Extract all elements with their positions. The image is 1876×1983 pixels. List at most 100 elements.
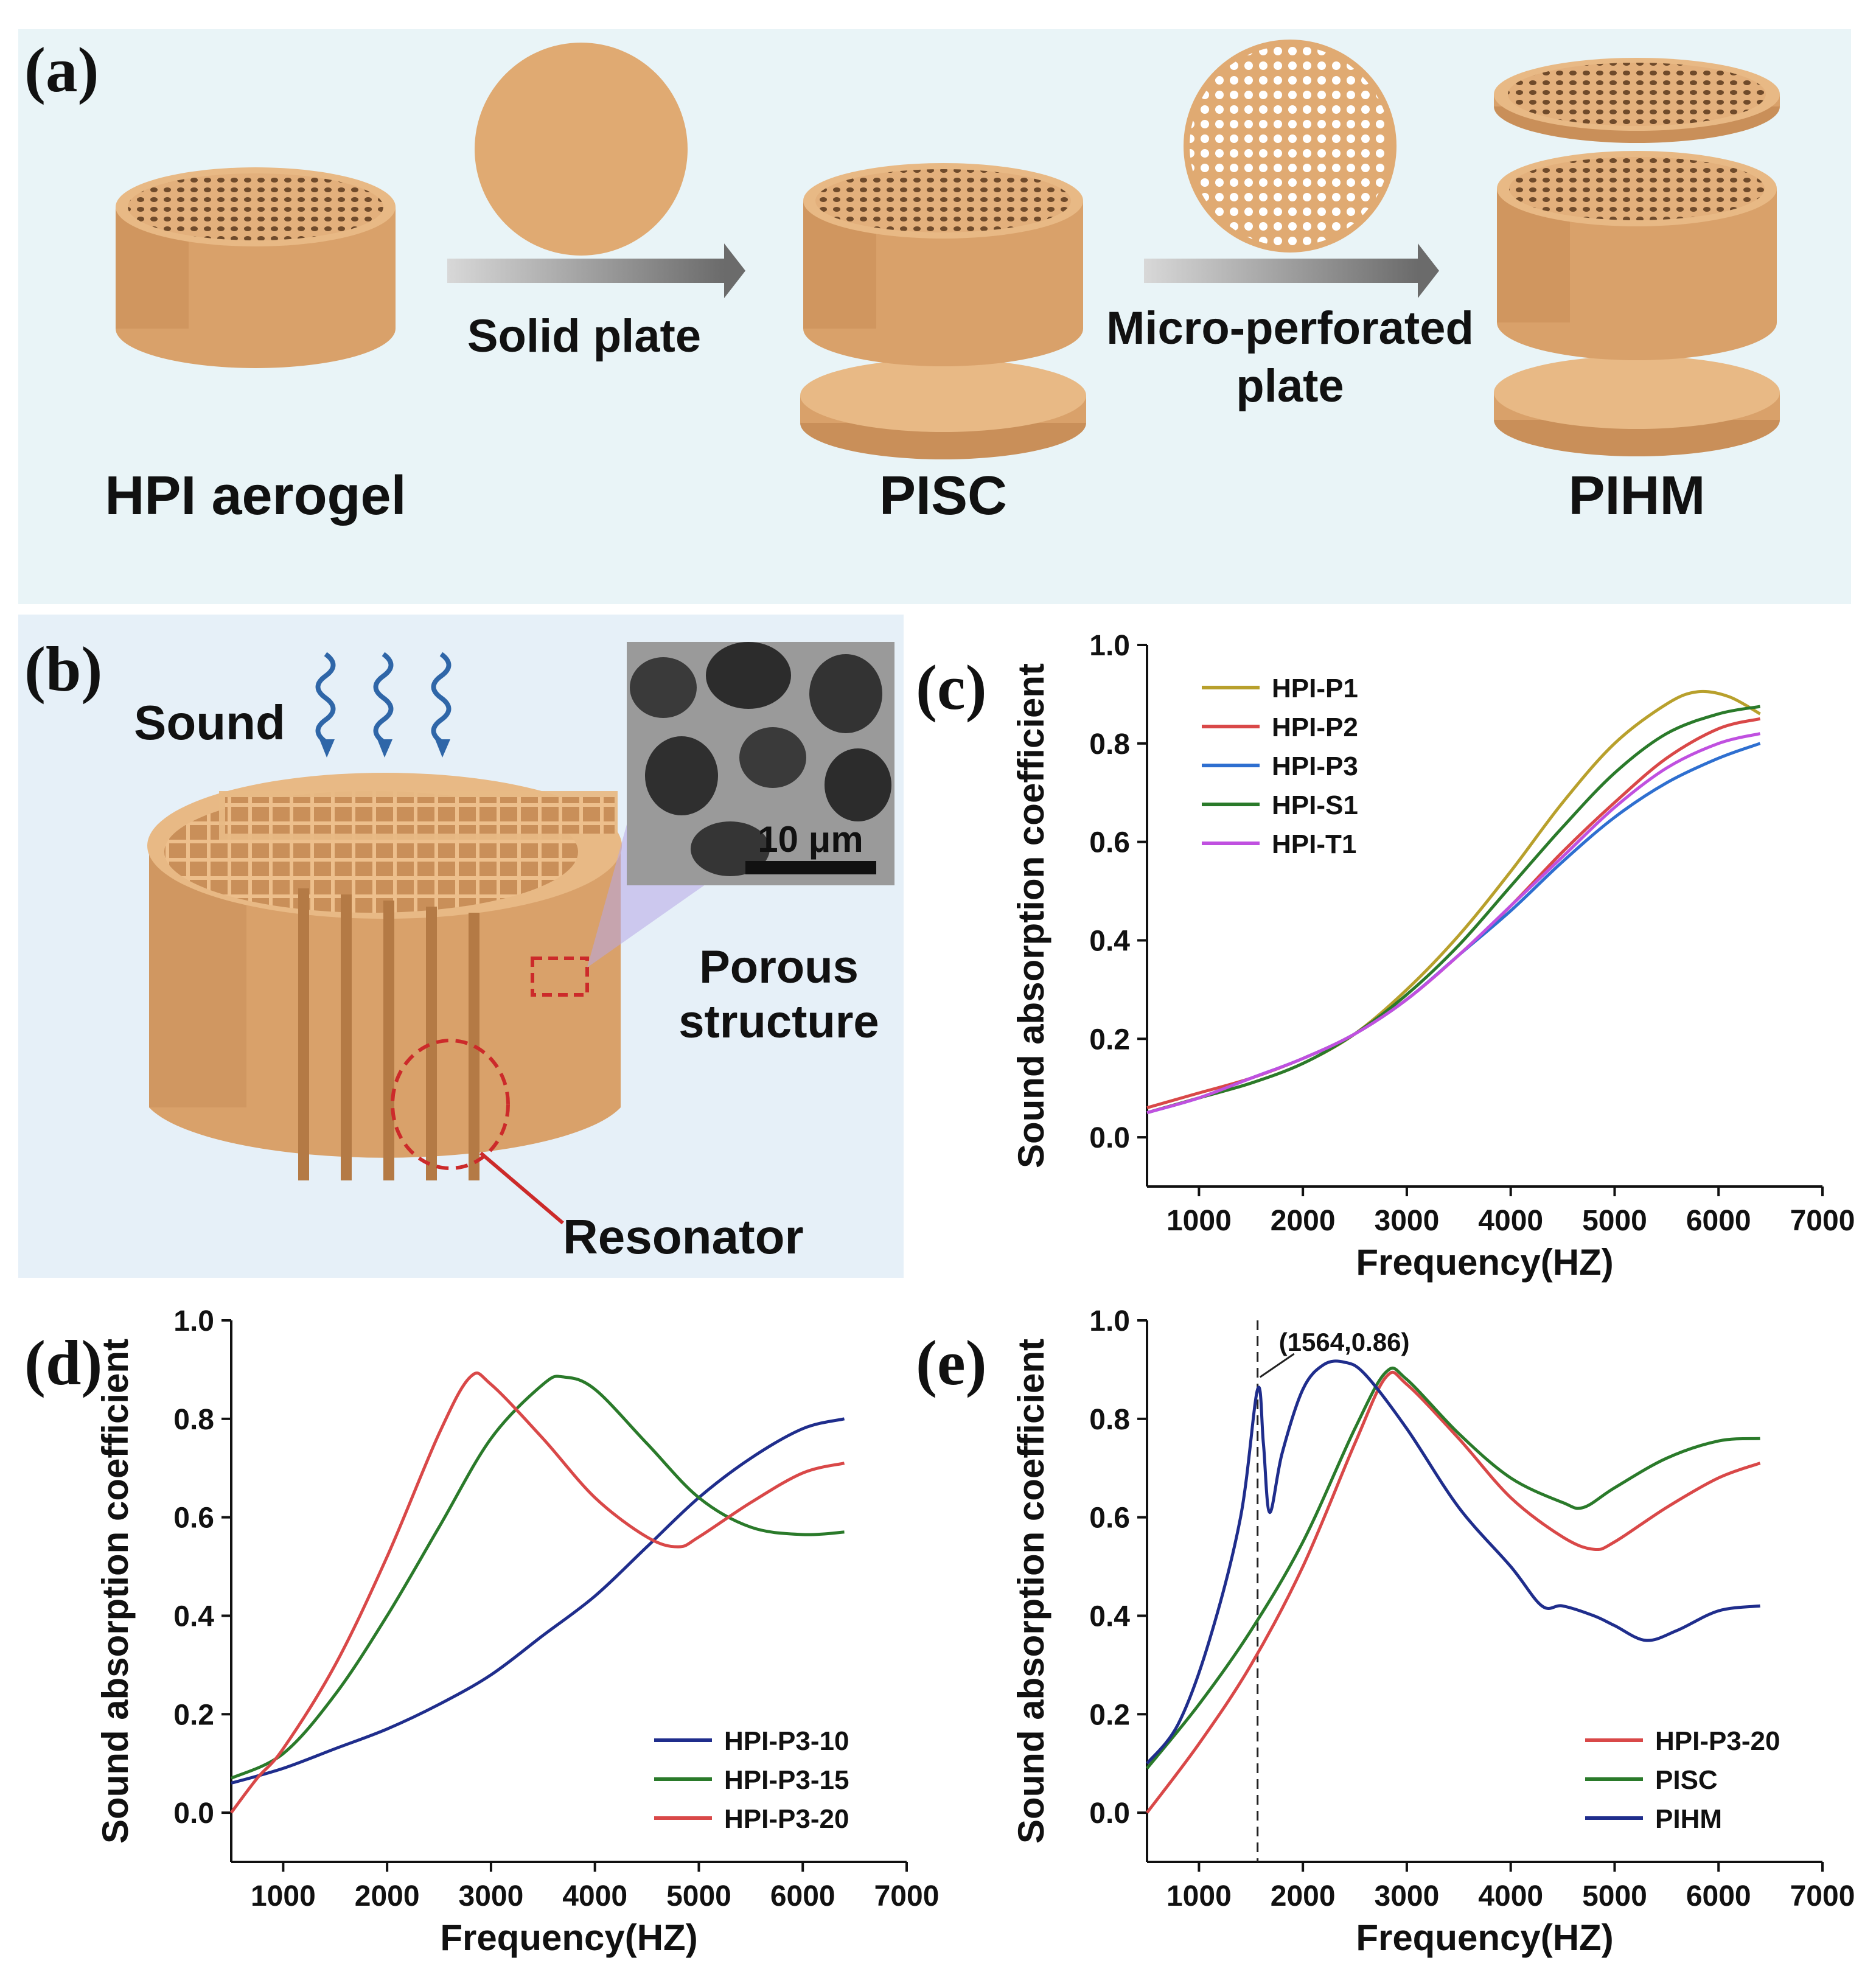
x-axis-label: Frequency(HZ)	[1356, 1242, 1613, 1283]
series-line-hpi-p3-15	[230, 1375, 845, 1780]
porous-structure-marker	[531, 957, 589, 997]
x-tick-label: 4000	[1478, 1880, 1543, 1912]
y-tick-label: 0.4	[1089, 1600, 1130, 1633]
chart-e: 1000 2000 3000 4000 5000 6000 7000 0.0 0.2 0.4 0.6…	[1011, 1305, 1855, 1958]
y-tick-label: 0.2	[173, 1699, 214, 1731]
panel-label-e: (e)	[916, 1327, 987, 1398]
y-tick-label: 0.0	[173, 1797, 214, 1830]
x-tick-label: 1000	[251, 1880, 316, 1912]
series-line-hpi-p1	[1146, 689, 1761, 1115]
series-line-hpi-s1	[1146, 705, 1760, 1115]
series-line-hpi-p3-20	[1146, 1370, 1761, 1814]
x-tick-label: 2000	[1271, 1880, 1336, 1912]
legend-label: HPI-T1	[1272, 829, 1356, 859]
x-tick-label: 6000	[770, 1880, 835, 1912]
porous-structure-label-line2: structure	[678, 996, 879, 1048]
annotation-label: (1564,0.86)	[1279, 1328, 1410, 1356]
y-tick-label: 1.0	[1089, 630, 1130, 662]
arrow-1	[447, 243, 745, 298]
resonator-marker	[391, 1039, 510, 1170]
pisc-label: PISC	[879, 465, 1007, 526]
panel-label-b: (b)	[24, 633, 102, 705]
legend-label: HPI-P2	[1272, 713, 1358, 742]
pihm-label: PIHM	[1569, 465, 1706, 526]
panel-label-a: (a)	[24, 34, 99, 105]
x-tick-label: 4000	[562, 1880, 627, 1912]
x-axis-label: Frequency(HZ)	[440, 1917, 697, 1958]
porous-structure-label-line1: Porous	[699, 941, 859, 993]
resonator-pointer	[479, 1151, 564, 1225]
y-tick-label: 1.0	[173, 1305, 214, 1337]
x-axis-label: Frequency(HZ)	[1356, 1917, 1613, 1958]
sem-micrograph	[627, 642, 894, 885]
solid-plate-disk	[475, 43, 688, 256]
x-tick-label: 1000	[1166, 1205, 1232, 1237]
x-tick-label: 6000	[1686, 1205, 1751, 1237]
pisc-cylinder	[800, 163, 1086, 459]
legend-label: HPI-P3	[1272, 751, 1358, 781]
y-tick-label: 0.8	[1089, 1404, 1130, 1436]
sound-label: Sound	[134, 695, 285, 750]
x-tick-label: 3000	[1375, 1880, 1440, 1912]
y-tick-label: 0.8	[1089, 728, 1130, 761]
x-tick-label: 3000	[1375, 1205, 1440, 1237]
legend-label: PIHM	[1655, 1804, 1722, 1834]
x-tick-label: 1000	[1166, 1880, 1232, 1912]
y-tick-label: 0.8	[173, 1404, 214, 1436]
y-tick-label: 0.4	[173, 1600, 214, 1633]
legend-label: PISC	[1655, 1765, 1718, 1795]
y-axis-label: Sound absorption coefficient	[1011, 663, 1051, 1168]
micro-perforated-plate-disk	[1184, 40, 1397, 253]
resonator-cylinder	[147, 773, 622, 1180]
legend-label: HPI-P3-20	[724, 1804, 849, 1834]
legend-label: HPI-P3-10	[724, 1726, 849, 1756]
y-tick-label: 0.2	[1089, 1699, 1130, 1731]
series-line-pihm	[1146, 1359, 1760, 1765]
hpi-aerogel-label: HPI aerogel	[105, 465, 406, 526]
x-tick-label: 2000	[1271, 1205, 1336, 1237]
y-axis-label: Sound absorption coefficient	[1011, 1339, 1051, 1844]
x-tick-label: 5000	[1582, 1205, 1647, 1237]
legend-label: HPI-P3-15	[724, 1765, 849, 1795]
micro-perforated-label-line2: plate	[1236, 360, 1344, 412]
sound-wave-icon	[315, 652, 452, 758]
y-axis-label: Sound absorption coefficient	[95, 1339, 136, 1844]
y-tick-label: 0.2	[1089, 1023, 1130, 1056]
x-tick-label: 2000	[355, 1880, 420, 1912]
x-tick-label: 7000	[874, 1880, 940, 1912]
x-tick-label: 6000	[1686, 1880, 1751, 1912]
x-tick-label: 5000	[1582, 1880, 1647, 1912]
legend-label: HPI-S1	[1272, 790, 1358, 820]
chart-c: 1000 2000 3000 4000 5000 6000 7000 0.0 0.2 0.4 0.6…	[1011, 630, 1855, 1283]
pihm-cylinder	[1494, 58, 1780, 456]
x-tick-label: 5000	[666, 1880, 731, 1912]
series-line-hpi-p3-20	[230, 1371, 845, 1814]
y-tick-label: 1.0	[1089, 1305, 1130, 1337]
solid-plate-label: Solid plate	[467, 310, 701, 362]
y-tick-label: 0.0	[1089, 1122, 1130, 1154]
hpi-aerogel-cylinder	[116, 167, 396, 368]
y-tick-label: 0.6	[1089, 827, 1130, 859]
resonator-label: Resonator	[563, 1210, 804, 1264]
y-tick-label: 0.4	[1089, 925, 1130, 957]
chart-d: 1000 2000 3000 4000 5000 6000 7000 0.0 0.2 0.4 0.6…	[95, 1305, 939, 1958]
series-line-hpi-t1	[1146, 732, 1761, 1115]
panel-label-d: (d)	[24, 1327, 102, 1398]
x-tick-label: 7000	[1790, 1880, 1855, 1912]
x-tick-label: 3000	[459, 1880, 524, 1912]
legend-label: HPI-P1	[1272, 674, 1358, 703]
series-line-hpi-p3-10	[231, 1417, 845, 1785]
arrow-2	[1144, 243, 1439, 298]
x-tick-label: 7000	[1790, 1205, 1855, 1237]
series-line-hpi-p2	[1146, 717, 1761, 1109]
panel-label-c: (c)	[916, 652, 987, 723]
series-line-hpi-p3	[1146, 742, 1761, 1115]
y-tick-label: 0.6	[173, 1502, 214, 1535]
micro-perforated-label-line1: Micro-perforated	[1106, 302, 1474, 354]
series-line-pisc	[1146, 1366, 1760, 1769]
x-tick-label: 4000	[1478, 1205, 1543, 1237]
legend-label: HPI-P3-20	[1655, 1726, 1780, 1756]
annotation-pointer	[1259, 1353, 1295, 1378]
scale-bar-label: 10 μm	[758, 819, 863, 860]
